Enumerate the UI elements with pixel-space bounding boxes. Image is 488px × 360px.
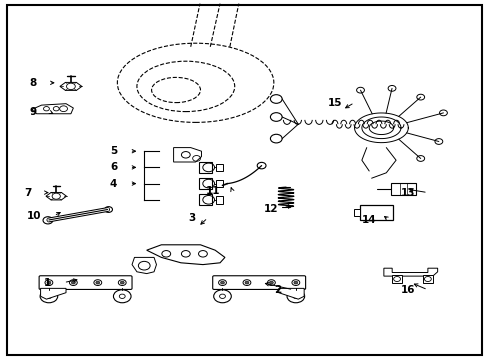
Circle shape: [219, 294, 225, 298]
Circle shape: [213, 290, 231, 303]
Circle shape: [113, 290, 131, 303]
Text: 13: 13: [400, 188, 415, 198]
Text: 4: 4: [110, 179, 117, 189]
Text: 5: 5: [110, 146, 117, 156]
Polygon shape: [383, 268, 437, 276]
Circle shape: [43, 217, 53, 224]
Circle shape: [243, 280, 250, 285]
Circle shape: [40, 290, 58, 303]
Circle shape: [291, 280, 299, 285]
Text: 7: 7: [24, 188, 32, 198]
Text: 9: 9: [29, 107, 37, 117]
Circle shape: [53, 107, 59, 111]
Circle shape: [218, 280, 226, 285]
Text: 15: 15: [327, 98, 342, 108]
Text: 8: 8: [29, 78, 37, 88]
Bar: [198, 178, 211, 189]
FancyBboxPatch shape: [39, 276, 132, 289]
Polygon shape: [146, 245, 224, 265]
Circle shape: [94, 280, 102, 285]
Circle shape: [120, 281, 124, 284]
Bar: [353, 209, 359, 216]
Polygon shape: [278, 288, 304, 299]
Text: 11: 11: [205, 186, 220, 196]
Circle shape: [96, 281, 100, 284]
Text: 1: 1: [44, 278, 51, 288]
Polygon shape: [46, 193, 66, 200]
Bar: [216, 196, 223, 204]
Circle shape: [269, 281, 273, 284]
Polygon shape: [132, 257, 156, 274]
Circle shape: [198, 251, 207, 257]
Bar: [359, 205, 392, 220]
Text: 10: 10: [27, 211, 41, 221]
Bar: [422, 275, 432, 283]
Bar: [198, 194, 211, 205]
Circle shape: [43, 107, 49, 111]
Circle shape: [181, 251, 190, 257]
Polygon shape: [60, 82, 81, 90]
Text: 6: 6: [110, 162, 117, 172]
Circle shape: [66, 83, 75, 90]
FancyBboxPatch shape: [212, 276, 305, 289]
Circle shape: [267, 280, 275, 285]
Circle shape: [71, 281, 75, 284]
Bar: [216, 163, 223, 171]
Bar: [216, 180, 223, 188]
Circle shape: [69, 280, 77, 285]
Text: 16: 16: [400, 285, 415, 295]
Circle shape: [244, 281, 248, 284]
Circle shape: [220, 281, 224, 284]
Circle shape: [292, 294, 298, 298]
Text: 12: 12: [264, 204, 278, 214]
Circle shape: [118, 280, 126, 285]
Circle shape: [181, 152, 190, 158]
Circle shape: [119, 294, 125, 298]
Circle shape: [46, 294, 52, 298]
Bar: [391, 275, 401, 283]
Polygon shape: [32, 104, 73, 114]
Circle shape: [162, 251, 170, 257]
Text: 3: 3: [188, 213, 195, 223]
Circle shape: [52, 193, 60, 199]
Text: 2: 2: [273, 285, 281, 295]
Circle shape: [47, 281, 51, 284]
Circle shape: [286, 290, 304, 303]
Bar: [198, 162, 211, 173]
Circle shape: [45, 280, 53, 285]
Polygon shape: [41, 288, 66, 299]
Bar: [390, 183, 415, 195]
Text: 14: 14: [361, 215, 376, 225]
Circle shape: [104, 207, 112, 212]
Circle shape: [293, 281, 297, 284]
Polygon shape: [173, 148, 201, 162]
